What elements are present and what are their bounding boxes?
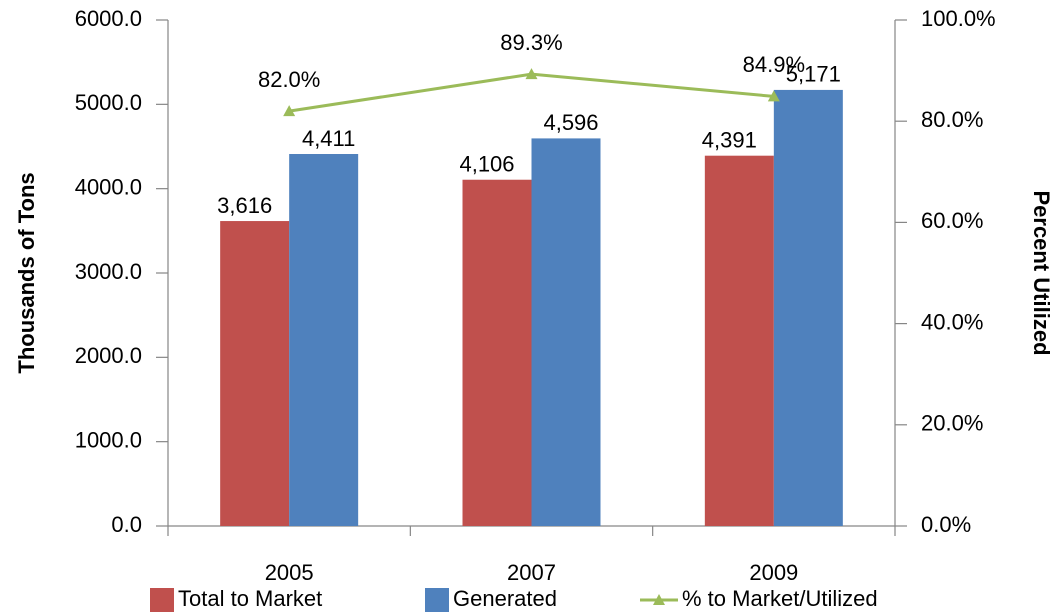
legend-label: Generated	[453, 586, 557, 611]
x-tick-label: 2007	[507, 560, 556, 585]
line-value-label: 82.0%	[258, 67, 320, 92]
y2-axis-title: Percent Utilized	[1029, 190, 1054, 355]
line-marker	[283, 105, 296, 117]
y2-tick-label: 80.0%	[921, 107, 983, 132]
legend-label: % to Market/Utilized	[682, 586, 878, 611]
line-value-label: 84.9%	[743, 52, 805, 77]
legend-marker	[653, 594, 665, 605]
bar-value-label: 4,596	[543, 110, 598, 135]
bar-value-label: 5,171	[786, 62, 841, 87]
x-tick-label: 2009	[749, 560, 798, 585]
line-marker	[525, 68, 538, 80]
bar	[531, 138, 601, 527]
y-tick-label: 4000.0	[75, 174, 142, 199]
bar-value-label: 3,616	[217, 193, 272, 218]
y-tick-label: 5000.0	[75, 90, 142, 115]
y2-tick-label: 40.0%	[921, 309, 983, 334]
line-marker	[767, 90, 780, 102]
y2-tick-label: 100.0%	[921, 6, 996, 31]
x-tick-label: 2005	[265, 560, 314, 585]
y2-tick-label: 60.0%	[921, 208, 983, 233]
bar	[773, 89, 843, 527]
bar-value-label: 4,106	[459, 152, 514, 177]
y-tick-label: 3000.0	[75, 259, 142, 284]
y-tick-label: 1000.0	[75, 427, 142, 452]
line-value-label: 89.3%	[500, 30, 562, 55]
y2-tick-label: 0.0%	[921, 512, 971, 537]
legend-label: Total to Market	[178, 586, 322, 611]
legend-swatch	[425, 588, 449, 612]
y-axis-title: Thousands of Tons	[14, 172, 39, 373]
bar	[704, 155, 774, 527]
bar-value-label: 4,391	[702, 128, 757, 153]
line	[288, 72, 774, 113]
bar-value-label: 4,411	[302, 126, 355, 151]
y-tick-label: 0.0	[111, 512, 142, 537]
legend-swatch	[150, 588, 174, 612]
bar	[220, 221, 290, 526]
y2-tick-label: 20.0%	[921, 411, 983, 436]
y-tick-label: 6000.0	[75, 6, 142, 31]
bar	[462, 179, 532, 526]
bar	[289, 154, 359, 526]
y-tick-label: 2000.0	[75, 343, 142, 368]
